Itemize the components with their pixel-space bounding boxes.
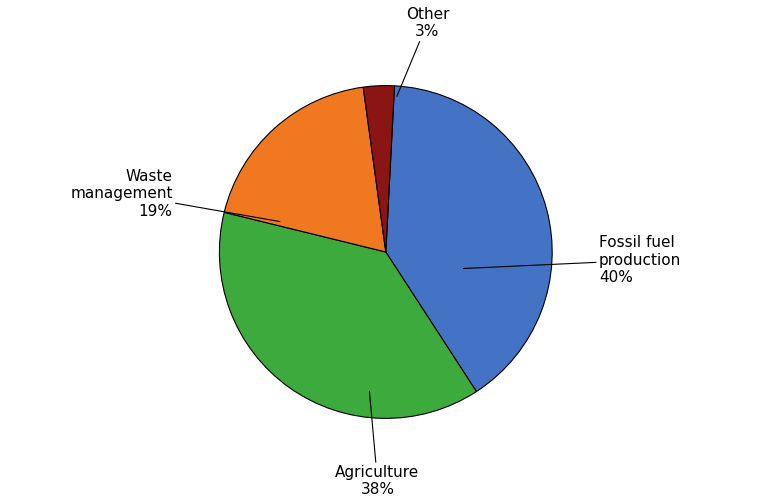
Text: Fossil fuel
production
40%: Fossil fuel production 40% — [463, 235, 681, 285]
Text: Agriculture
38%: Agriculture 38% — [336, 391, 419, 497]
Wedge shape — [224, 87, 386, 252]
Text: Other
3%: Other 3% — [397, 7, 449, 96]
Wedge shape — [363, 86, 395, 252]
Text: Waste
management
19%: Waste management 19% — [71, 169, 280, 222]
Wedge shape — [220, 212, 476, 418]
Wedge shape — [386, 86, 552, 392]
